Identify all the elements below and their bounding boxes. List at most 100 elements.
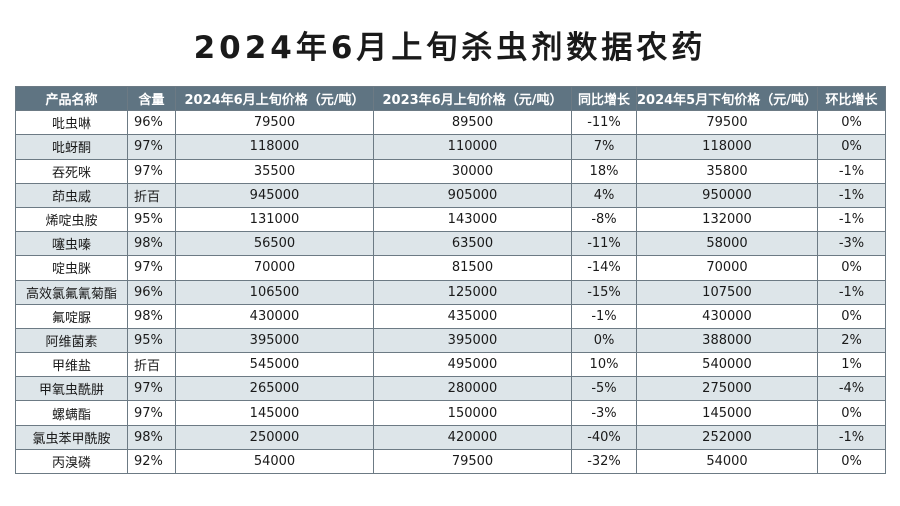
price-2024-june-cell: 395000 (175, 327, 374, 354)
price-2024-may-cell: 70000 (636, 255, 818, 281)
price-2024-may-cell: 540000 (636, 352, 818, 378)
yoy-growth-cell: -8% (571, 206, 637, 233)
yoy-growth-cell: -15% (571, 279, 637, 305)
yoy-growth-cell: 7% (571, 134, 637, 160)
price-2024-may-cell: 950000 (636, 182, 818, 208)
table-row: 烯啶虫胺 95% 131000 143000 -8% 132000 -1% (15, 206, 886, 233)
price-2024-may-cell: 275000 (636, 376, 818, 402)
content-cell: 97% (127, 134, 176, 160)
yoy-growth-cell: -1% (571, 303, 637, 329)
table-row: 阿维菌素 95% 395000 395000 0% 388000 2% (15, 327, 886, 354)
price-2024-may-cell: 132000 (636, 206, 818, 233)
price-2023-june-cell: 905000 (373, 182, 572, 208)
header-price-2024-june: 2024年6月上旬价格（元/吨） (175, 85, 374, 112)
yoy-growth-cell: -40% (571, 424, 637, 450)
yoy-growth-cell: -11% (571, 110, 637, 136)
product-name-cell: 吡虫啉 (15, 110, 128, 136)
mom-growth-cell: -1% (817, 158, 886, 184)
content-cell: 98% (127, 424, 176, 450)
mom-growth-cell: 0% (817, 134, 886, 160)
mom-growth-cell: 0% (817, 400, 886, 426)
content-cell: 折百 (127, 182, 176, 208)
product-name-cell: 高效氯氟氰菊酯 (15, 279, 128, 305)
price-2023-june-cell: 81500 (373, 255, 572, 281)
yoy-growth-cell: -5% (571, 376, 637, 402)
product-name-cell: 吞死咪 (15, 158, 128, 184)
price-2024-may-cell: 79500 (636, 110, 818, 136)
product-name-cell: 丙溴磷 (15, 448, 128, 475)
table-row: 丙溴磷 92% 54000 79500 -32% 54000 0% (15, 448, 886, 475)
product-name-cell: 甲氧虫酰肼 (15, 376, 128, 402)
price-2024-may-cell: 118000 (636, 134, 818, 160)
price-2023-june-cell: 125000 (373, 279, 572, 305)
content-cell: 97% (127, 376, 176, 402)
price-2024-may-cell: 107500 (636, 279, 818, 305)
price-2023-june-cell: 395000 (373, 327, 572, 354)
price-2024-june-cell: 118000 (175, 134, 374, 160)
mom-growth-cell: 0% (817, 110, 886, 136)
product-name-cell: 噻虫嗪 (15, 231, 128, 257)
header-row: 产品名称 含量 2024年6月上旬价格（元/吨） 2023年6月上旬价格（元/吨… (15, 85, 886, 112)
price-2023-june-cell: 435000 (373, 303, 572, 329)
price-2024-june-cell: 56500 (175, 231, 374, 257)
header-price-2023-june: 2023年6月上旬价格（元/吨） (373, 85, 572, 112)
header-yoy-growth: 同比增长 (571, 85, 637, 112)
mom-growth-cell: 2% (817, 327, 886, 354)
price-2024-may-cell: 430000 (636, 303, 818, 329)
mom-growth-cell: -1% (817, 182, 886, 208)
price-2024-june-cell: 945000 (175, 182, 374, 208)
table-row: 吞死咪 97% 35500 30000 18% 35800 -1% (15, 158, 886, 184)
header-content: 含量 (127, 85, 176, 112)
yoy-growth-cell: 10% (571, 352, 637, 378)
content-cell: 92% (127, 448, 176, 475)
price-table: 产品名称 含量 2024年6月上旬价格（元/吨） 2023年6月上旬价格（元/吨… (15, 85, 886, 475)
yoy-growth-cell: -32% (571, 448, 637, 475)
price-2024-may-cell: 58000 (636, 231, 818, 257)
price-2024-may-cell: 252000 (636, 424, 818, 450)
product-name-cell: 吡蚜酮 (15, 134, 128, 160)
table-row: 噻虫嗪 98% 56500 63500 -11% 58000 -3% (15, 231, 886, 257)
price-2024-june-cell: 145000 (175, 400, 374, 426)
price-2023-june-cell: 63500 (373, 231, 572, 257)
price-2024-june-cell: 106500 (175, 279, 374, 305)
table-row: 吡蚜酮 97% 118000 110000 7% 118000 0% (15, 134, 886, 160)
product-name-cell: 甲维盐 (15, 352, 128, 378)
table-row: 甲氧虫酰肼 97% 265000 280000 -5% 275000 -4% (15, 376, 886, 402)
content-cell: 折百 (127, 352, 176, 378)
table-row: 啶虫脒 97% 70000 81500 -14% 70000 0% (15, 255, 886, 281)
mom-growth-cell: -4% (817, 376, 886, 402)
price-2024-may-cell: 145000 (636, 400, 818, 426)
price-2024-june-cell: 545000 (175, 352, 374, 378)
table-row: 甲维盐 折百 545000 495000 10% 540000 1% (15, 352, 886, 378)
price-2024-june-cell: 250000 (175, 424, 374, 450)
price-2024-june-cell: 430000 (175, 303, 374, 329)
content-cell: 95% (127, 327, 176, 354)
mom-growth-cell: -1% (817, 424, 886, 450)
header-product-name: 产品名称 (15, 85, 128, 112)
yoy-growth-cell: -3% (571, 400, 637, 426)
price-2023-june-cell: 420000 (373, 424, 572, 450)
price-2023-june-cell: 89500 (373, 110, 572, 136)
table-row: 螺螨酯 97% 145000 150000 -3% 145000 0% (15, 400, 886, 426)
product-name-cell: 茚虫威 (15, 182, 128, 208)
price-2024-june-cell: 54000 (175, 448, 374, 475)
content-cell: 95% (127, 206, 176, 233)
content-cell: 97% (127, 158, 176, 184)
mom-growth-cell: -3% (817, 231, 886, 257)
yoy-growth-cell: 0% (571, 327, 637, 354)
table-row: 氯虫苯甲酰胺 98% 250000 420000 -40% 252000 -1% (15, 424, 886, 450)
price-2023-june-cell: 143000 (373, 206, 572, 233)
price-2024-may-cell: 54000 (636, 448, 818, 475)
yoy-growth-cell: 4% (571, 182, 637, 208)
price-2024-june-cell: 70000 (175, 255, 374, 281)
content-cell: 96% (127, 110, 176, 136)
mom-growth-cell: 1% (817, 352, 886, 378)
product-name-cell: 氟啶脲 (15, 303, 128, 329)
content-cell: 98% (127, 303, 176, 329)
price-2023-june-cell: 280000 (373, 376, 572, 402)
table-row: 氟啶脲 98% 430000 435000 -1% 430000 0% (15, 303, 886, 329)
price-2024-may-cell: 35800 (636, 158, 818, 184)
price-2024-june-cell: 131000 (175, 206, 374, 233)
table-row: 茚虫威 折百 945000 905000 4% 950000 -1% (15, 182, 886, 208)
content-cell: 97% (127, 255, 176, 281)
